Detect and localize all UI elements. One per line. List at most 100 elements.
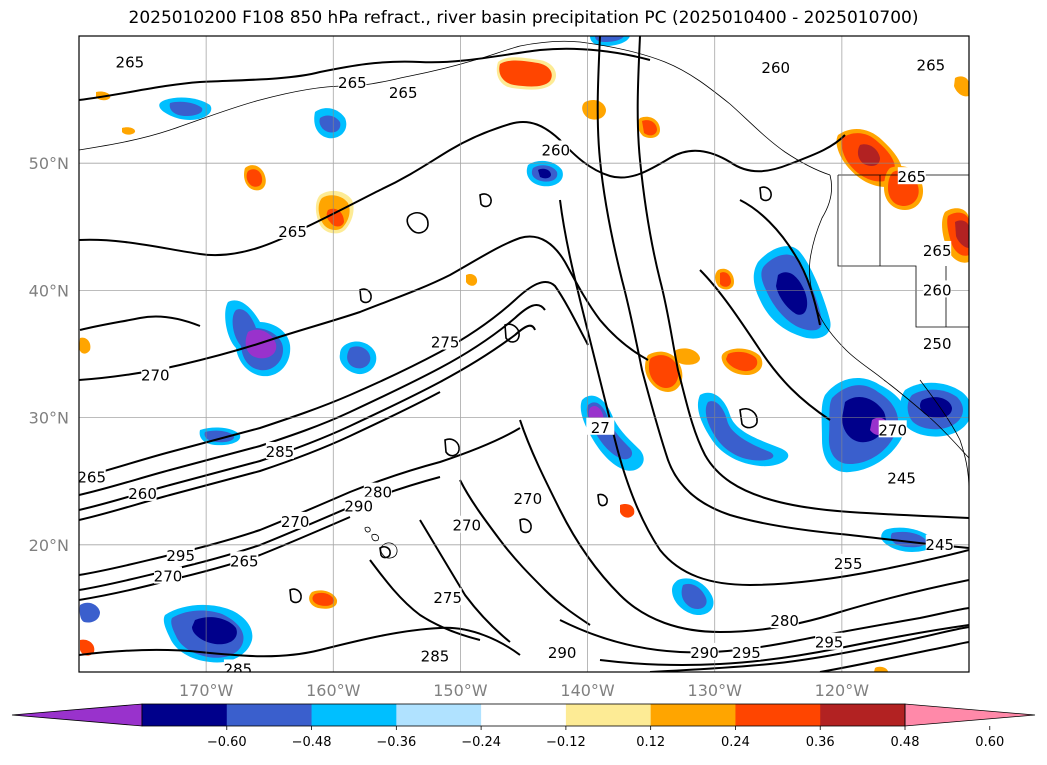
positive-area-gulf-of-alaska bbox=[496, 57, 557, 90]
contour-label-bg bbox=[141, 365, 170, 383]
contour-label: 265 bbox=[897, 168, 926, 186]
lon-tick-label: 130°W bbox=[688, 681, 743, 700]
contour-label-bg bbox=[923, 280, 952, 298]
contour-labels: 265 265 265 260 260 265 265 265 265 260 250 275 270 2… bbox=[77, 52, 954, 678]
latitude-tick-labels: 20°N 30°N 40°N 50°N bbox=[29, 154, 69, 555]
colorbar-frame bbox=[141, 703, 906, 727]
contour-label-bg bbox=[363, 482, 392, 500]
contour-label-bg bbox=[223, 659, 252, 672]
contour-label-bg bbox=[878, 420, 907, 438]
colorbar-swatch bbox=[820, 704, 906, 726]
contour-label-bg bbox=[265, 441, 294, 459]
contour-label: 270 bbox=[154, 568, 183, 586]
contour-label-bg bbox=[923, 240, 952, 258]
colorbar-swatch bbox=[311, 704, 397, 726]
colorbar-swatch bbox=[650, 704, 736, 726]
precipitation-pc-shading bbox=[79, 36, 969, 672]
map-border bbox=[78, 35, 970, 673]
contour-label-bg bbox=[923, 333, 952, 351]
colorbar-swatch bbox=[565, 704, 652, 726]
contour-label: 265 bbox=[278, 223, 307, 241]
contour-label-bg bbox=[770, 611, 799, 629]
colorbar-tick-label: −0.12 bbox=[546, 735, 586, 750]
colorbar: −0.60 −0.48 −0.36 −0.24 −0.12 0.12 0.24 0.36 0.4… bbox=[11, 703, 1036, 750]
contour-label: 295 bbox=[815, 634, 844, 652]
contour-label: 260 bbox=[923, 281, 952, 299]
colorbar-tick-label: 0.24 bbox=[721, 735, 750, 750]
contour-label: 245 bbox=[925, 536, 954, 554]
contour-label-bg bbox=[128, 483, 157, 501]
colorbar-swatch bbox=[481, 704, 567, 726]
contour-label: 280 bbox=[770, 612, 799, 630]
contour-label: 285 bbox=[266, 443, 295, 461]
colorbar-tick-label: −0.36 bbox=[376, 735, 416, 750]
lon-tick-label: 170°W bbox=[179, 681, 234, 700]
contour-label-bg bbox=[834, 553, 863, 571]
contour-label-bg bbox=[541, 140, 570, 158]
contour-label: 260 bbox=[761, 59, 790, 77]
map-grid bbox=[79, 36, 969, 672]
colorbar-tick-label: −0.48 bbox=[292, 735, 332, 750]
colorbar-tick-label: 0.36 bbox=[806, 735, 835, 750]
contour-label: 265 bbox=[116, 54, 145, 72]
positive-area-subtropics bbox=[645, 268, 763, 392]
contour-label-bg bbox=[389, 83, 418, 101]
colorbar-swatch bbox=[396, 704, 482, 726]
contour-loops bbox=[289, 186, 772, 604]
colorbar-tick-label: 0.48 bbox=[891, 735, 920, 750]
colorbar-tick-label: 0.12 bbox=[636, 735, 665, 750]
contour-label: 260 bbox=[128, 485, 157, 503]
contour-label: 290 bbox=[548, 644, 577, 662]
positive-area-misc bbox=[79, 36, 969, 672]
lat-tick-label: 40°N bbox=[29, 281, 69, 300]
colorbar-swatch bbox=[142, 704, 228, 726]
colorbar-tick-label: −0.60 bbox=[207, 735, 247, 750]
map-background bbox=[79, 36, 969, 672]
colorbar-tick-label: −0.24 bbox=[461, 735, 501, 750]
contour-label: 250 bbox=[923, 335, 952, 353]
contour-label-bg bbox=[690, 642, 719, 660]
lat-tick-label: 50°N bbox=[29, 154, 69, 173]
contour-label-bg bbox=[281, 511, 310, 529]
contour-label: 265 bbox=[77, 468, 106, 486]
contour-label: 260 bbox=[541, 141, 570, 159]
lon-tick-label: 150°W bbox=[433, 681, 488, 700]
lon-tick-label: 120°W bbox=[815, 681, 870, 700]
colorbar-tick-label: 0.60 bbox=[975, 735, 1004, 750]
contour-label-bg bbox=[586, 417, 615, 435]
contour-label: 275 bbox=[433, 589, 462, 607]
negative-area-pacific-northwest bbox=[753, 246, 831, 339]
contour-label: 265 bbox=[338, 74, 367, 92]
contour-label: 285 bbox=[421, 648, 450, 666]
contour-label-bg bbox=[925, 534, 954, 552]
contour-label-bg bbox=[166, 546, 195, 564]
colorbar-swatch bbox=[226, 704, 313, 726]
contour-label-bg bbox=[154, 566, 182, 584]
chart-title: 2025010200 F108 850 hPa refract., river … bbox=[128, 8, 919, 28]
contour-label: 245 bbox=[887, 470, 916, 488]
contour-label: 270 bbox=[281, 513, 310, 531]
contour-label: 285 bbox=[224, 660, 253, 678]
contour-label-bg bbox=[548, 642, 577, 660]
contour-label-bg bbox=[815, 632, 844, 650]
contour-label: 265 bbox=[923, 242, 952, 260]
refractivity-contours bbox=[79, 36, 969, 672]
lat-tick-label: 30°N bbox=[29, 409, 69, 428]
negative-area-baja bbox=[900, 382, 969, 437]
lon-tick-label: 140°W bbox=[560, 681, 615, 700]
negative-area-central-pacific bbox=[159, 97, 563, 377]
contour-label: 270 bbox=[878, 421, 907, 439]
contour-label-bg bbox=[513, 489, 542, 507]
contour-label: 265 bbox=[389, 84, 418, 102]
longitude-tick-labels: 170°W 160°W 150°W 140°W 130°W 120°W bbox=[179, 681, 869, 700]
contour-label-bg bbox=[338, 73, 367, 91]
contour-label-bg bbox=[452, 515, 481, 533]
contour-label-bg bbox=[433, 588, 462, 606]
contour-label-bg bbox=[115, 52, 144, 70]
contour-label-bg bbox=[916, 55, 945, 73]
contour-label: 295 bbox=[166, 547, 195, 565]
contour-label: 255 bbox=[834, 555, 863, 573]
contour-label-bg bbox=[431, 332, 460, 350]
contour-label-bg bbox=[887, 468, 916, 486]
